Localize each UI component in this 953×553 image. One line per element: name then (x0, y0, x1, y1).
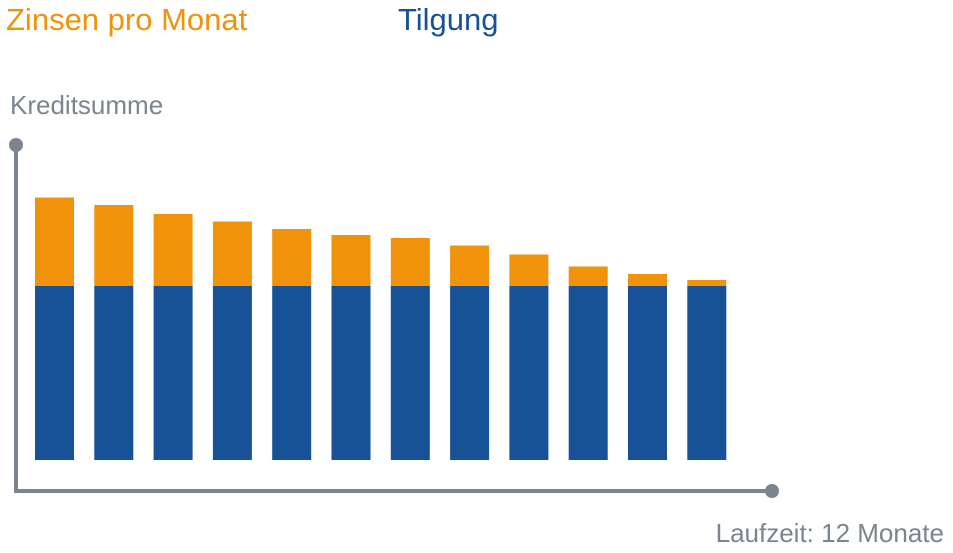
bar-zinsen-3 (153, 214, 193, 286)
bar-tilgung-11 (628, 286, 667, 460)
bar-tilgung-5 (272, 286, 312, 460)
bar-zinsen-2 (94, 205, 134, 286)
bar-tilgung-7 (390, 286, 430, 460)
y-axis-label: Kreditsumme (10, 90, 164, 120)
bar-zinsen-10 (568, 266, 608, 286)
bar-zinsen-7 (390, 238, 430, 286)
y-axis-end-dot (9, 138, 23, 152)
legend-zinsen: Zinsen pro Monat (6, 2, 248, 37)
x-axis-end-dot (765, 484, 779, 498)
axes (9, 138, 779, 498)
bar-tilgung-12 (687, 286, 727, 460)
bar-zinsen-6 (331, 235, 371, 286)
bar-tilgung-10 (568, 286, 608, 460)
bars (35, 197, 727, 460)
bar-zinsen-8 (450, 245, 490, 286)
bar-zinsen-11 (628, 274, 667, 286)
x-axis-label: Laufzeit: 12 Monate (715, 518, 944, 548)
bar-zinsen-9 (509, 254, 549, 286)
bar-zinsen-5 (272, 229, 312, 286)
bar-tilgung-4 (212, 286, 252, 460)
legend-tilgung: Tilgung (398, 2, 499, 37)
bar-tilgung-9 (509, 286, 549, 460)
bar-tilgung-6 (331, 286, 371, 460)
bar-tilgung-3 (153, 286, 193, 460)
bar-zinsen-4 (212, 221, 252, 286)
bar-tilgung-1 (35, 286, 74, 460)
bar-zinsen-12 (687, 280, 727, 286)
bar-tilgung-2 (94, 286, 134, 460)
bar-tilgung-8 (450, 286, 490, 460)
bar-zinsen-1 (35, 197, 74, 286)
